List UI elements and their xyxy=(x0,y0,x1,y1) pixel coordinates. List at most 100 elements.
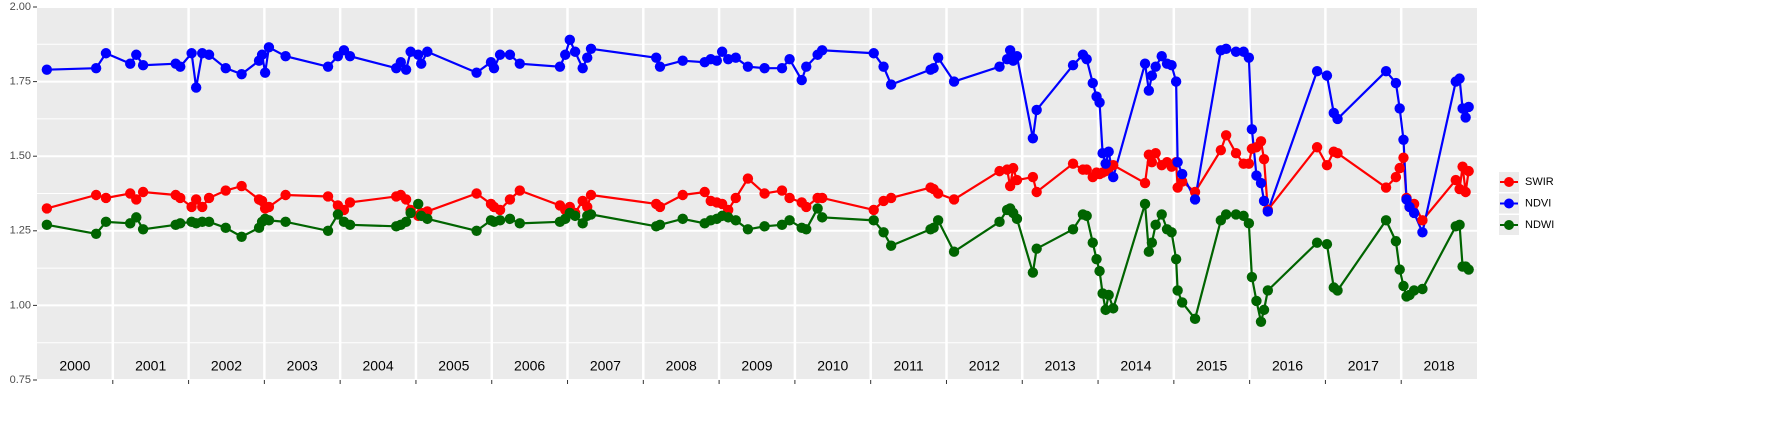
data-point xyxy=(948,246,960,257)
data-point xyxy=(504,213,516,225)
legend-marker xyxy=(1504,198,1514,209)
data-point xyxy=(928,222,939,234)
data-point xyxy=(730,52,741,63)
data-point xyxy=(585,189,597,201)
data-point xyxy=(488,62,500,74)
data-point xyxy=(1398,280,1409,292)
data-point xyxy=(1081,54,1092,65)
data-point xyxy=(280,189,291,201)
y-tick-label: 1.25 xyxy=(10,225,31,237)
data-point xyxy=(1150,61,1161,72)
data-point xyxy=(1087,77,1098,89)
data-point xyxy=(759,188,770,199)
data-point xyxy=(280,216,291,228)
data-point xyxy=(1011,213,1023,225)
data-point xyxy=(816,212,828,223)
year-label: 2002 xyxy=(211,358,242,374)
data-point xyxy=(1156,51,1167,62)
data-point xyxy=(137,186,149,198)
data-point xyxy=(236,180,247,192)
data-point xyxy=(776,62,788,74)
data-point xyxy=(784,192,795,204)
data-point xyxy=(885,240,897,251)
data-point xyxy=(677,189,688,201)
data-point xyxy=(1394,264,1405,275)
data-point xyxy=(1258,304,1270,316)
data-point xyxy=(263,42,275,53)
year-label: 2013 xyxy=(1045,358,1076,374)
data-point xyxy=(504,49,516,60)
data-point xyxy=(100,48,112,59)
data-point xyxy=(186,48,197,59)
year-label: 2018 xyxy=(1424,358,1455,374)
data-point xyxy=(1417,283,1428,295)
data-point xyxy=(1262,206,1274,217)
data-point xyxy=(186,201,197,213)
data-point xyxy=(514,218,525,229)
year-label: 2005 xyxy=(438,358,469,374)
data-point xyxy=(1460,186,1471,198)
data-point xyxy=(137,59,149,71)
data-point xyxy=(582,52,593,63)
data-point xyxy=(1243,52,1255,63)
data-point xyxy=(1238,210,1249,222)
data-point xyxy=(400,64,412,75)
data-point xyxy=(504,194,516,205)
year-label: 2011 xyxy=(894,358,924,374)
data-point xyxy=(1398,152,1409,163)
data-point xyxy=(742,224,754,235)
data-point xyxy=(1251,295,1262,307)
data-point xyxy=(1172,285,1183,296)
data-point xyxy=(585,209,597,220)
data-point xyxy=(776,219,788,231)
data-point xyxy=(100,192,112,204)
data-point xyxy=(259,67,271,78)
data-point xyxy=(220,62,231,74)
data-point xyxy=(1311,65,1323,77)
data-point xyxy=(801,201,812,213)
data-point xyxy=(1390,171,1402,183)
data-point xyxy=(494,49,506,60)
data-point xyxy=(1067,224,1079,235)
year-label: 2017 xyxy=(1348,358,1379,374)
data-point xyxy=(416,58,427,69)
year-label: 2007 xyxy=(590,358,621,374)
data-point xyxy=(1146,70,1158,81)
data-point xyxy=(197,201,208,213)
data-point xyxy=(471,67,482,78)
data-point xyxy=(344,51,356,62)
data-point xyxy=(878,61,889,72)
data-point xyxy=(1081,164,1092,175)
data-point xyxy=(868,215,879,226)
year-label: 2012 xyxy=(969,358,1000,374)
data-point xyxy=(569,210,581,222)
data-point xyxy=(759,221,770,232)
data-point xyxy=(742,61,754,72)
data-point xyxy=(1463,165,1474,177)
data-point xyxy=(928,62,939,74)
data-point xyxy=(1156,209,1167,220)
data-point xyxy=(1031,104,1042,116)
data-point xyxy=(1027,267,1039,278)
data-point xyxy=(554,61,566,72)
data-point xyxy=(1417,215,1428,226)
data-point xyxy=(1255,316,1267,328)
data-point xyxy=(220,222,231,234)
data-point xyxy=(816,192,828,204)
data-point xyxy=(868,48,879,59)
year-label: 2010 xyxy=(817,358,848,374)
data-point xyxy=(1176,176,1188,187)
data-point xyxy=(1100,158,1111,169)
data-point xyxy=(220,185,231,196)
data-point xyxy=(1408,285,1420,296)
data-point xyxy=(263,215,275,226)
data-point xyxy=(322,191,334,202)
data-point xyxy=(784,54,795,65)
data-point xyxy=(236,68,247,80)
data-point xyxy=(1332,148,1343,159)
data-point xyxy=(1311,237,1323,248)
data-point xyxy=(263,201,275,213)
data-point xyxy=(654,219,666,231)
data-point xyxy=(280,51,291,62)
data-point xyxy=(651,52,662,63)
